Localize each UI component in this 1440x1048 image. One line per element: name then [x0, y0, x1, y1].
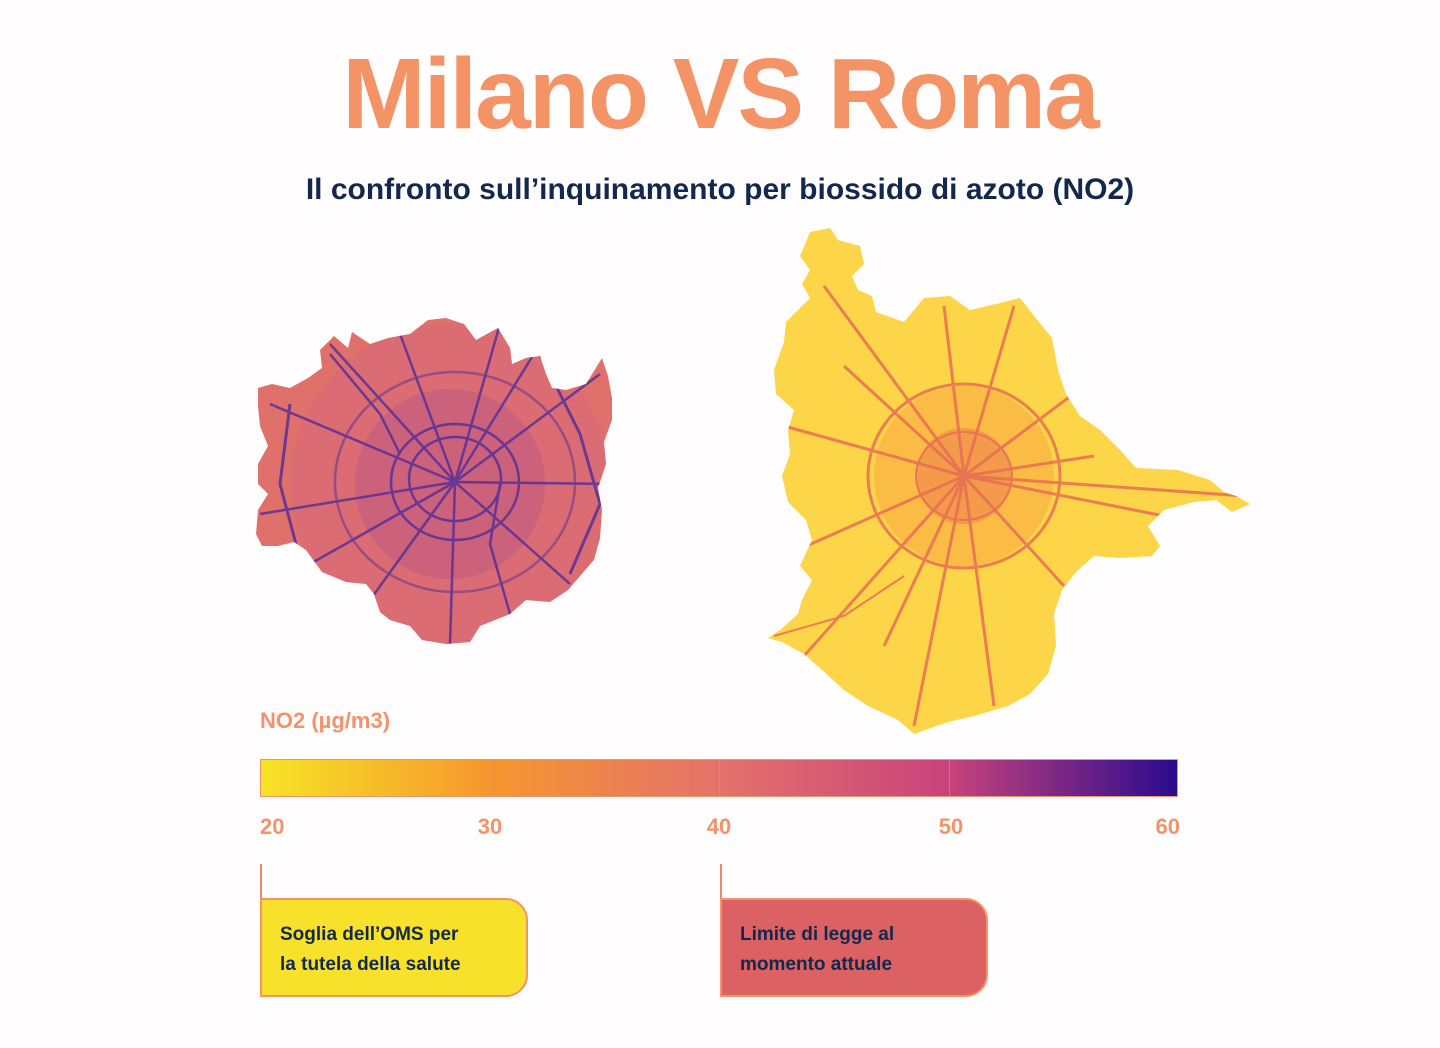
no2-colorbar — [260, 759, 1178, 797]
oms-callout-line1: Soglia dell’OMS per — [280, 924, 459, 945]
legal-limit-callout: Limite di legge al momento attuale — [720, 898, 988, 997]
tick-label-40: 40 — [706, 814, 732, 839]
milano-road-network — [259, 323, 611, 644]
page-title: Milano VS Roma — [342, 38, 1099, 150]
page-subtitle: Il confronto sull’inquinamento per bioss… — [305, 173, 1135, 206]
milano-map — [256, 318, 612, 644]
oms-callout-line2: la tutela della salute — [280, 954, 461, 975]
tick-label-60: 60 — [1155, 814, 1180, 839]
colorbar-divider-30 — [490, 760, 491, 796]
tick-label-30: 30 — [477, 814, 503, 839]
colorbar-divider-40 — [719, 760, 720, 796]
roma-map — [768, 228, 1250, 734]
law-callout-line2: momento attuale — [740, 954, 893, 975]
law-marker-line — [720, 864, 722, 898]
law-callout-line1: Limite di legge al — [740, 924, 895, 945]
oms-marker-line — [260, 864, 262, 898]
roma-road-network — [773, 285, 1245, 727]
tick-label-20: 20 — [260, 814, 285, 839]
tick-label-50: 50 — [938, 814, 964, 839]
oms-threshold-callout: Soglia dell’OMS per la tutela della salu… — [260, 898, 528, 997]
legend-title: NO2 (µg/m3) — [260, 708, 391, 733]
colorbar-divider-50 — [949, 760, 950, 796]
